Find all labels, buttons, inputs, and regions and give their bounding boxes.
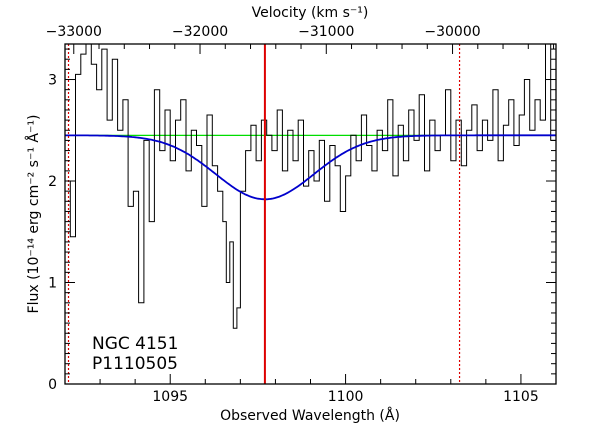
y-tick-label: 1 (48, 276, 57, 292)
top-tick-label: −30000 (424, 24, 480, 40)
x-tick-label: 1100 (328, 389, 364, 405)
top-axis-label: Velocity (km s⁻¹) (252, 5, 369, 21)
top-tick-label: −31000 (298, 24, 354, 40)
y-axis-label: Flux (10⁻¹⁴ erg cm⁻² s⁻¹ Å⁻¹) (25, 115, 42, 314)
x-tick-label: 1095 (152, 389, 188, 405)
x-axis-label: Observed Wavelength (Å) (220, 407, 400, 424)
y-tick-label: 3 (48, 73, 57, 89)
y-tick-label: 2 (48, 174, 57, 190)
plot-area (65, 44, 556, 384)
top-tick-label: −32000 (172, 24, 228, 40)
annotation-dataset: P1110505 (92, 354, 178, 374)
annotation-object: NGC 4151 (92, 334, 178, 354)
model-fit-curve (65, 134, 556, 201)
x-tick-label: 1105 (503, 389, 539, 405)
y-tick-label: 0 (48, 377, 57, 393)
axes: 1095 1100 1105 0 1 2 3 −33000 −32000 −31000 −30000 (46, 24, 557, 405)
top-tick-label: −33000 (46, 24, 102, 40)
spectrum-series (65, 44, 556, 329)
